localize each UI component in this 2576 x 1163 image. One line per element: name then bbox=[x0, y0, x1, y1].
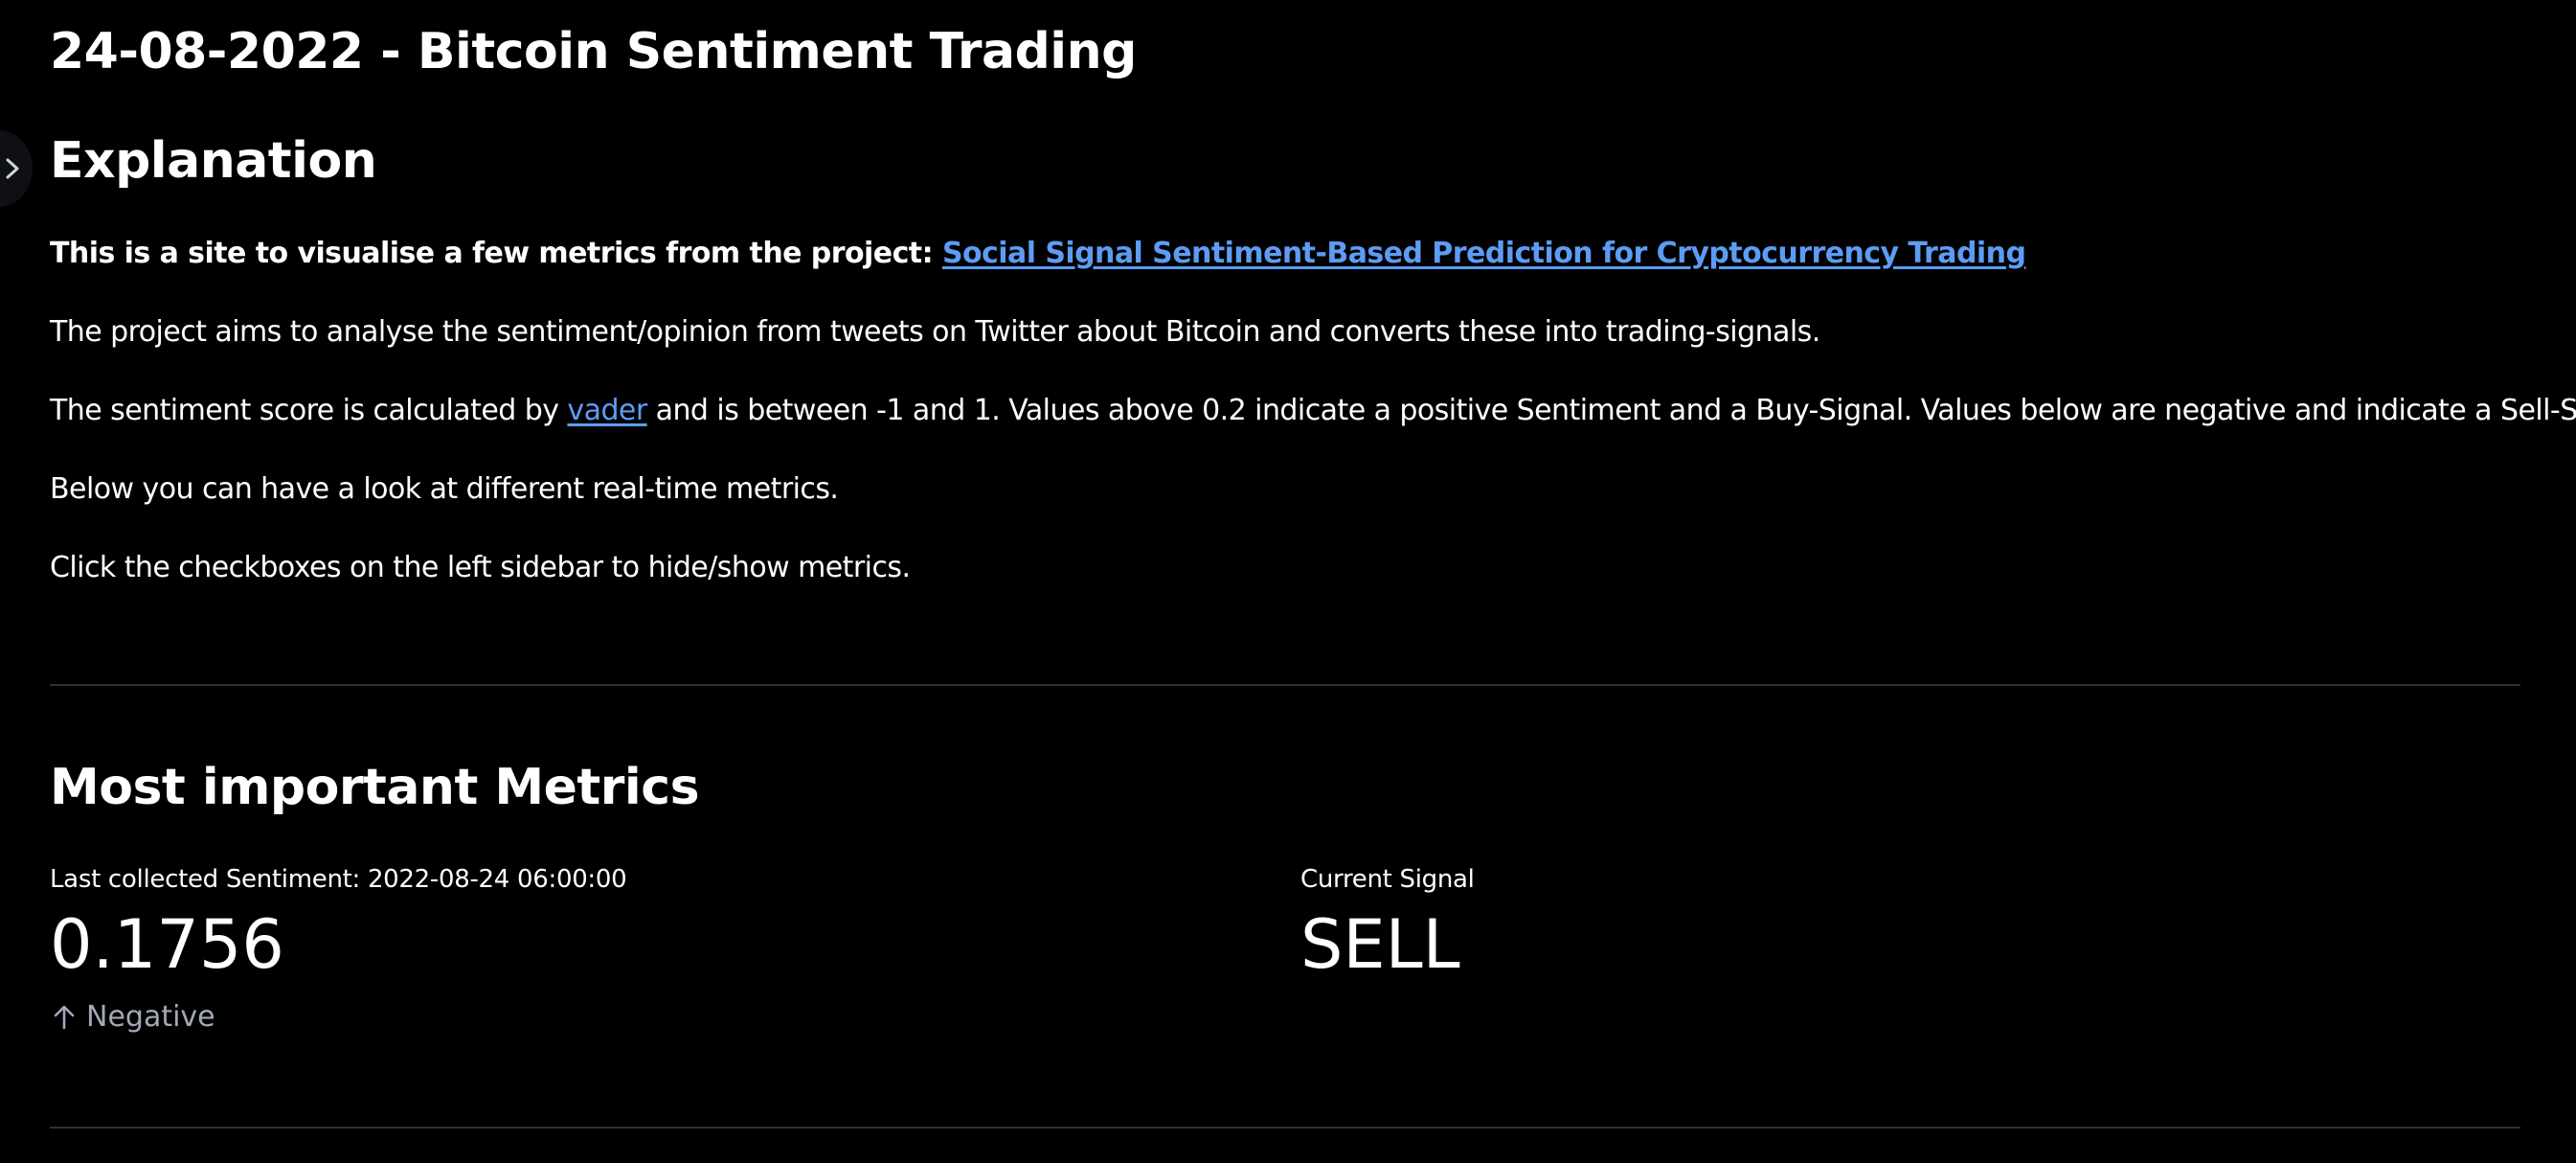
explanation-heading: Explanation bbox=[50, 132, 377, 190]
realtime-paragraph: Below you can have a look at different r… bbox=[50, 472, 839, 506]
signal-metric-label: Current Signal bbox=[1300, 865, 1475, 894]
signal-metric-value: SELL bbox=[1300, 905, 1460, 984]
project-link[interactable]: Social Signal Sentiment-Based Prediction… bbox=[941, 237, 2026, 270]
arrow-up-icon bbox=[54, 1005, 75, 1030]
section-divider bbox=[50, 684, 2520, 686]
intro-text: This is a site to visualise a few metric… bbox=[50, 237, 942, 270]
sentiment-metric-delta: Negative bbox=[50, 998, 626, 1037]
sentiment-metric-label: Last collected Sentiment: 2022-08-24 06:… bbox=[50, 865, 627, 894]
score-prefix: The sentiment score is calculated by bbox=[50, 394, 568, 427]
sentiment-metric-value: 0.1756 bbox=[50, 905, 284, 984]
signal-metric: Current Signal SELL bbox=[1300, 862, 1475, 983]
score-suffix: and is between -1 and 1. Values above 0.… bbox=[646, 394, 2576, 427]
page-title: 24-08-2022 - Bitcoin Sentiment Trading bbox=[50, 23, 1137, 80]
chevron-icon bbox=[6, 158, 19, 179]
intro-paragraph: This is a site to visualise a few metric… bbox=[50, 235, 2026, 273]
sentiment-metric: Last collected Sentiment: 2022-08-24 06:… bbox=[50, 862, 627, 1037]
sidebar-expand-button[interactable] bbox=[0, 130, 33, 207]
section-divider-bottom bbox=[50, 1127, 2520, 1129]
score-paragraph: The sentiment score is calculated by vad… bbox=[50, 392, 2576, 430]
aim-paragraph: The project aims to analyse the sentimen… bbox=[50, 315, 1820, 349]
checkbox-hint-paragraph: Click the checkboxes on the left sidebar… bbox=[50, 551, 911, 584]
metrics-heading: Most important Metrics bbox=[50, 759, 700, 816]
vader-link[interactable]: vader bbox=[567, 394, 647, 427]
sentiment-delta-text: Negative bbox=[86, 1000, 215, 1034]
